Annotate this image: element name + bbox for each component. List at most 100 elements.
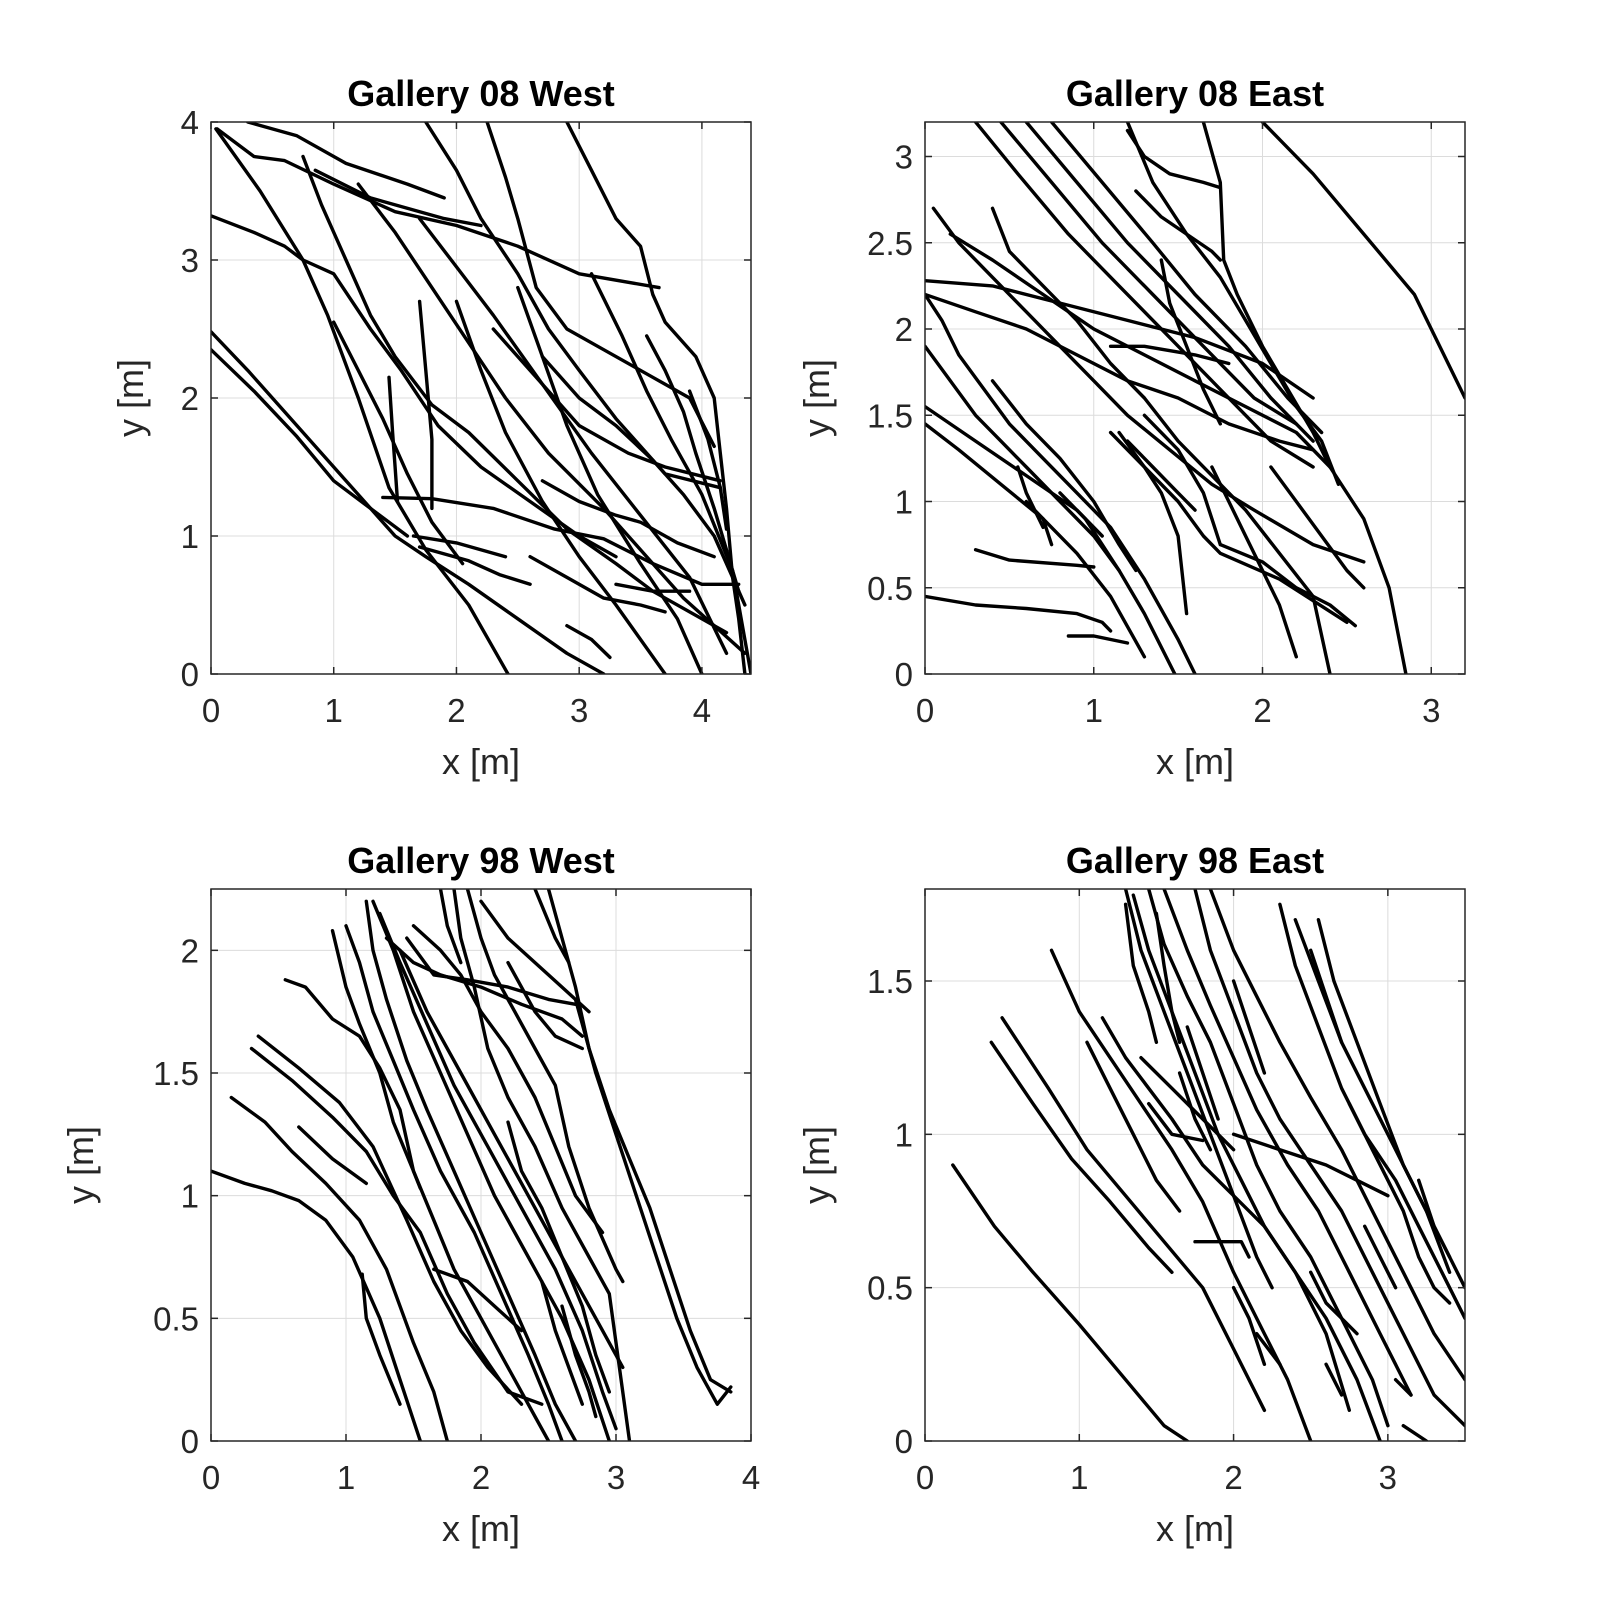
fracture-trace [1154,911,1182,1044]
fracture-trace [990,379,1138,573]
fracture-trace [364,899,578,1441]
subplot-title: Gallery 98 West [347,840,615,881]
x-tick-label: 0 [916,692,934,729]
fracture-trace [491,327,722,483]
x-axis-label: x [m] [442,741,520,782]
fracture-trace [1401,1424,1429,1441]
fracture-trace [931,206,1366,564]
y-axis-label: y [m] [60,1126,101,1204]
fracture-trace [1162,889,1413,1397]
trace-group [951,889,1465,1441]
fracture-trace [1159,258,1222,426]
fracture-trace [417,299,434,511]
x-tick-label: 2 [447,692,465,729]
y-tick-label: 2 [895,311,913,348]
y-axis-label: y [m] [110,359,151,437]
y-tick-label: 4 [181,104,199,141]
fracture-trace [1177,1071,1213,1152]
y-tick-label: 0 [895,656,913,693]
fracture-trace [411,924,605,1235]
fracture-trace [1218,542,1357,628]
fracture-trace [645,334,741,593]
fracture-trace [344,924,564,1441]
fracture-trace [1049,122,1324,435]
fracture-trace [1066,634,1130,645]
fracture-trace [565,624,612,660]
fracture-trace [1393,1378,1413,1397]
y-tick-label: 2.5 [867,225,913,262]
fracture-trace [540,1279,584,1406]
fracture-trace [1000,1016,1267,1412]
fracture-trace [1417,1178,1452,1259]
x-tick-label: 2 [1224,1459,1242,1496]
subplot-2: 0 1 2 3 0 0.5 1 1.5 2 2.5 3 Gallery 08 East x [m] y [… [796,73,1466,782]
fracture-trace [405,936,578,1006]
x-tick-label: 2 [1253,692,1271,729]
fracture-trace [1309,1270,1359,1336]
y-tick-label: 0.5 [867,1270,913,1307]
fracture-trace [360,1272,402,1406]
fracture-trace [1139,1056,1236,1152]
trace-group [211,889,733,1441]
fracture-trace [211,1169,422,1441]
fracture-trace [211,214,618,559]
y-tick-label: 1.5 [867,397,913,434]
fracture-trace [297,1125,368,1186]
fracture-trace [432,1267,524,1333]
fracture-trace [999,122,1298,426]
y-tick-label: 2 [181,380,199,417]
x-tick-label: 2 [472,1459,490,1496]
fracture-trace [411,534,508,559]
fracture-trace [528,555,667,614]
fracture-trace [356,182,747,655]
fracture-trace [417,216,729,655]
x-tick-label: 4 [742,1459,760,1496]
fracture-trace [1201,122,1332,469]
subplot-title: Gallery 98 East [1066,840,1324,881]
fracture-trace [1142,413,1222,547]
fracture-trace [1210,465,1298,659]
fracture-trace [506,1120,611,1394]
x-tick-label: 3 [570,692,588,729]
fracture-trace [485,122,716,448]
fracture-trace [506,960,584,1051]
fracture-trace [948,232,1408,674]
trace-group [925,122,1465,674]
subplot-title: Gallery 08 East [1066,73,1324,114]
fracture-trace [378,911,618,1431]
fracture-trace [313,168,483,228]
fracture-trace [925,344,1177,674]
fracture-trace [560,1304,598,1419]
fracture-trace [1185,1025,1220,1121]
x-tick-label: 3 [1379,1459,1397,1496]
y-tick-label: 3 [895,139,913,176]
fracture-trace [1123,889,1274,1290]
fracture-trace [1147,1102,1205,1143]
fracture-trace [381,495,741,586]
y-tick-label: 1.5 [153,1055,199,1092]
fracture-trace [214,127,510,674]
fracture-trace [1208,889,1465,1382]
fracture-trace [925,594,1113,633]
x-axis-label: x [m] [1156,741,1234,782]
fracture-trace [330,929,551,1441]
fracture-trace [925,292,1197,674]
y-tick-label: 1 [181,1178,199,1215]
y-tick-label: 0 [895,1423,913,1460]
fracture-trace [417,545,532,586]
x-tick-label: 1 [1070,1459,1088,1496]
x-axis-label: x [m] [1156,1508,1234,1549]
fracture-trace [454,299,667,674]
x-tick-label: 1 [1085,692,1103,729]
fracture-trace [1347,1102,1452,1305]
fracture-trace [452,889,632,1441]
fracture-trace [479,899,591,1014]
fracture-trace [1255,1332,1282,1366]
y-tick-label: 1.5 [867,963,913,1000]
fracture-trace [1058,491,1121,573]
x-tick-label: 0 [202,692,220,729]
trace-group [211,122,751,674]
fracture-trace [989,1040,1174,1274]
fracture-trace [1309,948,1344,1044]
axes-frame [924,888,1466,1442]
